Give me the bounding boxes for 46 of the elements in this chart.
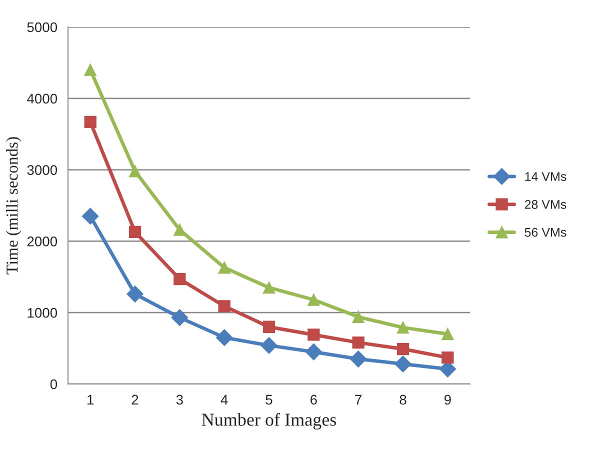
x-axis-title: Number of Images <box>202 412 336 430</box>
y-tick-label: 2000 <box>27 236 58 246</box>
point <box>171 309 188 326</box>
point <box>350 350 367 368</box>
point <box>352 310 364 323</box>
x-tick-label: 9 <box>444 394 451 405</box>
point <box>262 320 276 333</box>
point <box>174 224 186 236</box>
y-axis-title: Time (milli seconds) <box>6 137 22 274</box>
point <box>174 272 186 286</box>
point <box>262 282 276 294</box>
point <box>308 294 320 306</box>
x-tick-label: 8 <box>400 394 406 405</box>
point <box>218 300 230 312</box>
x-tick-label: 1 <box>88 394 94 404</box>
point <box>218 262 230 274</box>
x-tick-label: 3 <box>176 394 183 405</box>
y-tick-label: 1000 <box>28 308 58 318</box>
x-tick-label: 6 <box>310 394 317 405</box>
point <box>394 356 412 372</box>
point <box>84 64 96 76</box>
point <box>216 329 233 346</box>
x-tick-label: 2 <box>132 394 138 404</box>
legend-label: 28 VMs <box>524 200 566 209</box>
y-tick-label: 3000 <box>27 165 58 175</box>
point <box>442 328 454 340</box>
point <box>84 116 96 128</box>
x-tick-label: 4 <box>220 394 228 404</box>
legend-label: 14 VMs <box>525 172 566 181</box>
point <box>352 336 364 349</box>
y-tick-label: 4000 <box>27 94 58 104</box>
point <box>305 343 322 360</box>
point <box>128 165 142 178</box>
x-tick-label: 7 <box>355 394 362 404</box>
point <box>260 337 278 354</box>
point <box>82 208 99 225</box>
y-tick-label: 5000 <box>27 22 58 32</box>
point <box>128 226 142 238</box>
point <box>126 286 144 302</box>
x-tick-label: 5 <box>266 394 272 405</box>
point <box>442 352 454 364</box>
point <box>396 322 410 334</box>
point <box>308 328 320 341</box>
point <box>396 342 410 356</box>
legend-label: 56 VMs <box>524 228 566 237</box>
y-tick-label: 0 <box>50 379 58 390</box>
